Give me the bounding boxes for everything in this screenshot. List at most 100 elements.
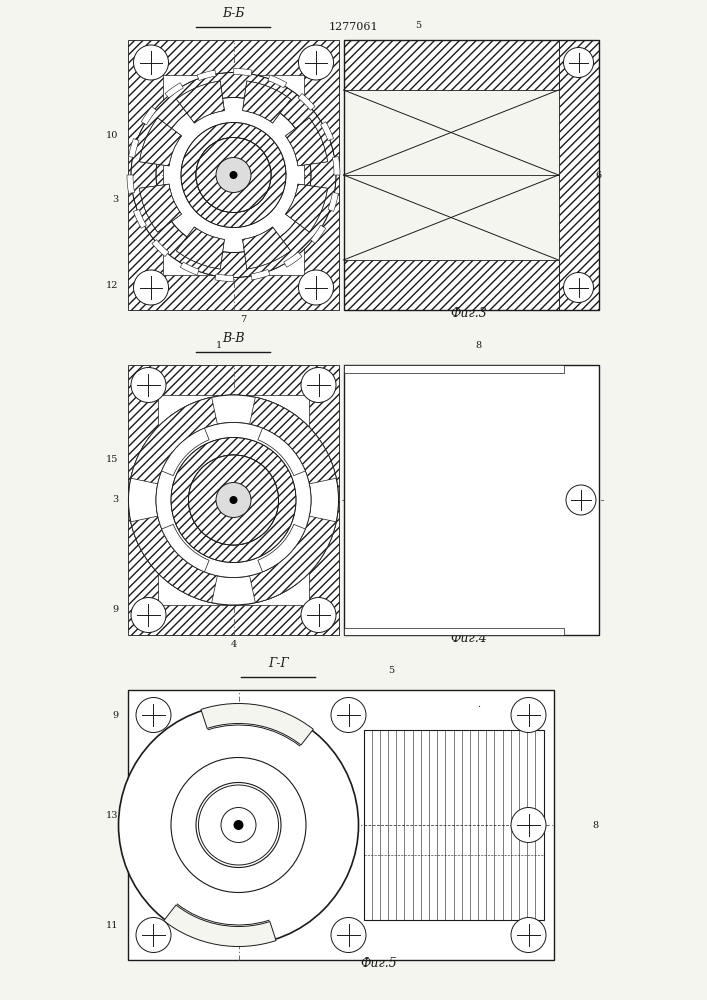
Text: 11: 11 xyxy=(106,920,119,930)
Text: 5: 5 xyxy=(389,666,395,675)
Text: .: . xyxy=(477,700,480,709)
Wedge shape xyxy=(243,81,291,123)
Wedge shape xyxy=(129,139,139,158)
Circle shape xyxy=(331,698,366,732)
Wedge shape xyxy=(201,704,313,745)
Bar xyxy=(158,395,308,605)
Bar xyxy=(344,365,599,635)
Wedge shape xyxy=(258,524,305,572)
Wedge shape xyxy=(171,438,296,562)
Circle shape xyxy=(511,918,546,952)
Wedge shape xyxy=(162,428,209,476)
Wedge shape xyxy=(131,397,217,484)
Circle shape xyxy=(136,698,171,732)
Circle shape xyxy=(563,273,593,303)
Text: 12: 12 xyxy=(106,281,119,290)
Wedge shape xyxy=(320,122,334,141)
Bar xyxy=(344,628,563,635)
Wedge shape xyxy=(328,192,339,211)
Wedge shape xyxy=(332,157,340,175)
Text: 10: 10 xyxy=(106,130,119,139)
Circle shape xyxy=(331,918,366,952)
Circle shape xyxy=(566,485,596,515)
Text: 9: 9 xyxy=(112,710,119,719)
Circle shape xyxy=(221,807,256,842)
Bar xyxy=(129,40,339,310)
Text: 6: 6 xyxy=(595,170,601,180)
Circle shape xyxy=(156,422,311,578)
Bar xyxy=(163,75,303,275)
Circle shape xyxy=(119,705,358,945)
Circle shape xyxy=(129,395,339,605)
Circle shape xyxy=(216,157,251,192)
Bar xyxy=(129,365,339,635)
Bar xyxy=(563,365,599,635)
Circle shape xyxy=(131,597,166,633)
Wedge shape xyxy=(233,68,252,76)
Wedge shape xyxy=(127,175,134,193)
Wedge shape xyxy=(162,524,209,572)
Text: 1: 1 xyxy=(216,341,221,350)
Wedge shape xyxy=(181,122,286,228)
Bar xyxy=(363,730,544,920)
Wedge shape xyxy=(251,269,270,280)
Bar xyxy=(344,40,559,90)
Text: 1277061: 1277061 xyxy=(329,22,378,32)
Circle shape xyxy=(189,455,279,545)
Wedge shape xyxy=(164,905,276,946)
Circle shape xyxy=(563,47,593,78)
Wedge shape xyxy=(152,240,169,257)
Circle shape xyxy=(230,171,238,179)
Circle shape xyxy=(511,698,546,732)
Wedge shape xyxy=(176,81,224,123)
Text: 8: 8 xyxy=(475,341,481,350)
Text: 13: 13 xyxy=(106,810,119,819)
Bar xyxy=(344,260,559,310)
Text: 3: 3 xyxy=(112,495,119,504)
Circle shape xyxy=(298,45,334,80)
Circle shape xyxy=(233,820,243,830)
Wedge shape xyxy=(139,184,182,232)
Wedge shape xyxy=(131,516,217,603)
Wedge shape xyxy=(310,225,326,243)
Text: Фиг.4: Фиг.4 xyxy=(450,632,487,645)
Wedge shape xyxy=(139,118,182,166)
Circle shape xyxy=(199,785,279,865)
Wedge shape xyxy=(258,428,305,476)
Text: 3: 3 xyxy=(112,196,119,205)
Text: Б-Б: Б-Б xyxy=(222,7,245,20)
Circle shape xyxy=(511,807,546,842)
Bar xyxy=(344,40,599,310)
Text: Фиг.3: Фиг.3 xyxy=(450,307,487,320)
Wedge shape xyxy=(284,252,302,267)
Text: Фиг.5: Фиг.5 xyxy=(360,957,397,970)
Wedge shape xyxy=(268,75,287,88)
Circle shape xyxy=(134,45,168,80)
Wedge shape xyxy=(180,262,199,275)
Wedge shape xyxy=(134,209,146,228)
Text: 15: 15 xyxy=(106,456,119,464)
Bar xyxy=(129,690,554,960)
Circle shape xyxy=(216,483,251,518)
Circle shape xyxy=(131,367,166,402)
Wedge shape xyxy=(141,107,156,125)
Wedge shape xyxy=(131,73,336,278)
Text: 5: 5 xyxy=(416,21,421,30)
Circle shape xyxy=(230,496,238,504)
Wedge shape xyxy=(298,93,315,110)
Wedge shape xyxy=(197,70,216,81)
Circle shape xyxy=(196,137,271,213)
Text: 7: 7 xyxy=(240,315,247,324)
Text: Г-Г: Г-Г xyxy=(268,657,289,670)
Wedge shape xyxy=(129,395,339,605)
Text: 8: 8 xyxy=(592,820,599,829)
Text: В-В: В-В xyxy=(222,332,245,345)
Circle shape xyxy=(301,367,336,402)
Text: 4: 4 xyxy=(230,640,237,649)
Text: 9: 9 xyxy=(112,605,119,614)
Circle shape xyxy=(298,270,334,305)
Wedge shape xyxy=(243,227,291,269)
Wedge shape xyxy=(215,274,233,282)
Bar xyxy=(559,40,599,310)
Wedge shape xyxy=(250,516,337,603)
